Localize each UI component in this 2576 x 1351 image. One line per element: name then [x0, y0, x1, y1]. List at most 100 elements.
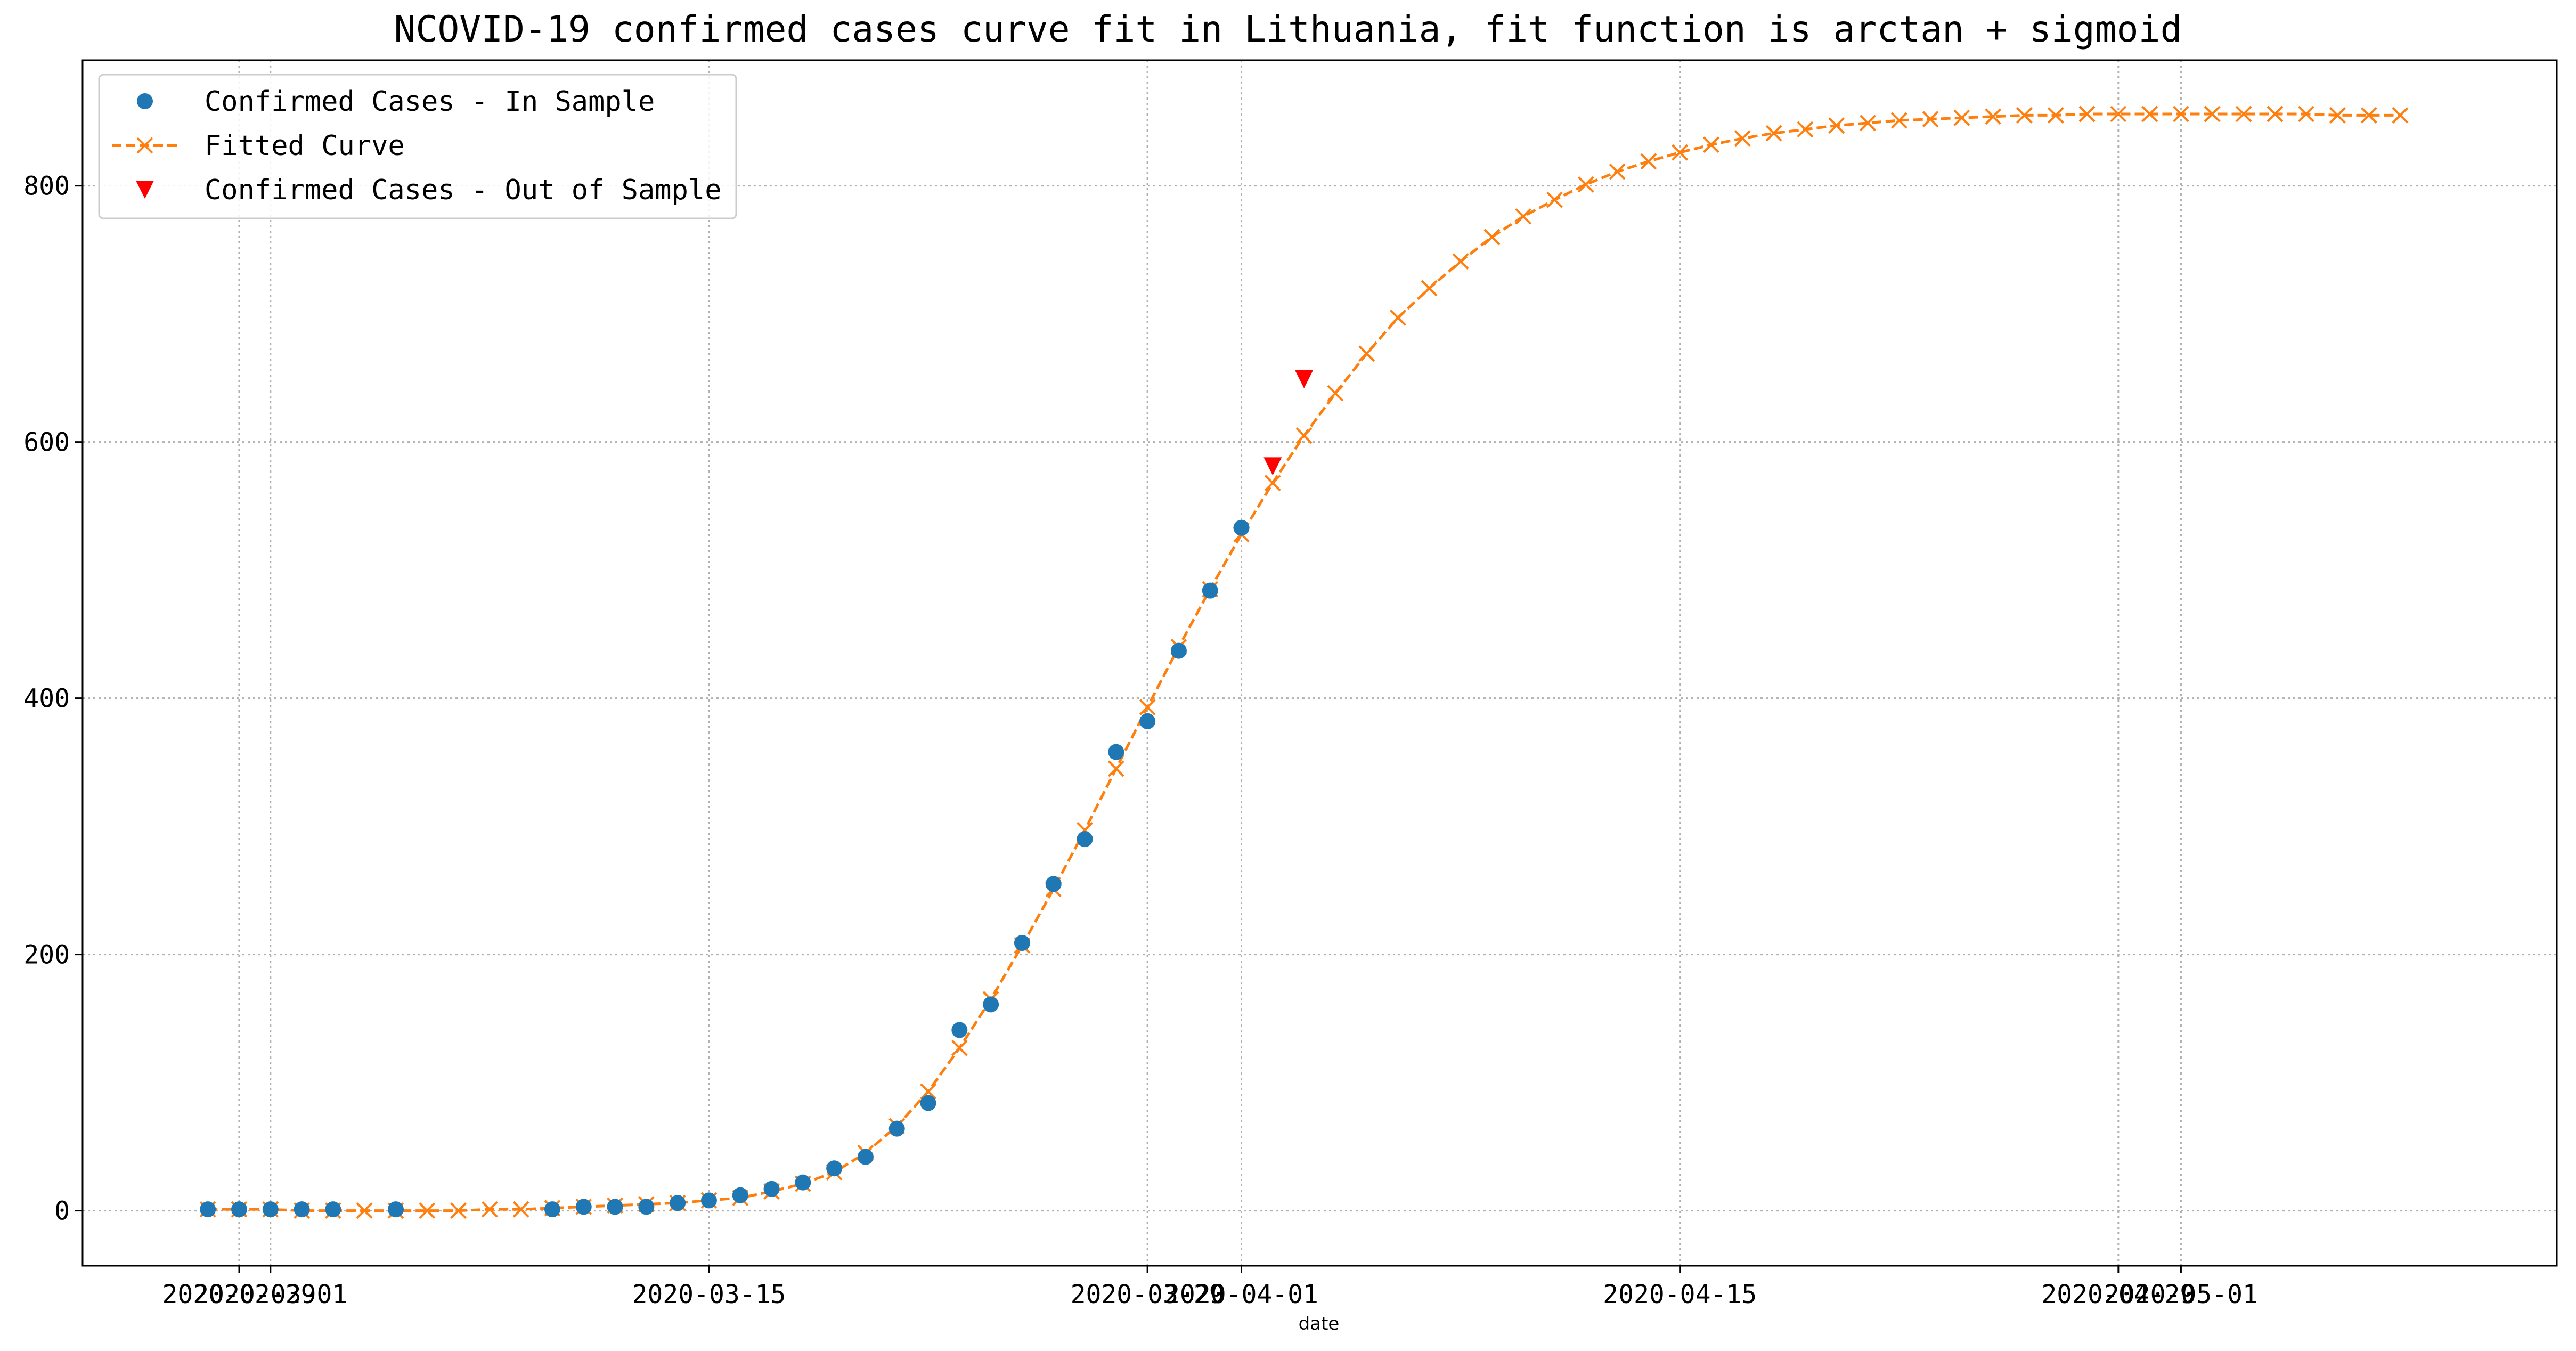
fitted-curve-point [1640, 153, 1657, 170]
in-sample-point [983, 996, 999, 1013]
fitted-curve-point [2173, 105, 2189, 123]
fitted-curve-point [2329, 107, 2346, 124]
in-sample-point [294, 1201, 310, 1218]
legend-fitted-marker [136, 137, 153, 154]
in-sample-point [951, 1022, 968, 1038]
fitted-curve-point [1139, 699, 1156, 715]
fitted-curve-point [1421, 280, 1438, 297]
x-tick-label: 2020-03-29 [1071, 1280, 1225, 1309]
fitted-curve-point [1922, 111, 1939, 128]
in-sample-point [763, 1181, 780, 1197]
fitted-curve-point [2360, 107, 2377, 124]
in-sample-point [325, 1201, 341, 1218]
grid [83, 60, 2557, 1266]
legend-label: Confirmed Cases - In Sample [205, 86, 655, 118]
x-tick-label: 2020-05-01 [2104, 1280, 2258, 1309]
fitted-curve-point [2392, 107, 2409, 124]
in-sample-point [387, 1201, 404, 1218]
in-sample-point [920, 1095, 936, 1111]
fitted-curve-point [1295, 427, 1313, 444]
in-sample-point [544, 1201, 560, 1218]
fitted-curve-point [1546, 191, 1563, 208]
y-tick-label: 200 [23, 940, 70, 970]
x-tick-label: 2020-04-15 [1603, 1280, 1757, 1309]
legend-out-of-sample-marker [136, 181, 154, 199]
legend-label: Confirmed Cases - Out of Sample [205, 174, 722, 206]
fitted-curve-point [1609, 163, 1626, 180]
fitted-curve-point [1672, 144, 1689, 161]
fitted-curve-point [2298, 105, 2315, 123]
fitted-curve-point [2141, 105, 2158, 123]
fitted-curve-point [1577, 176, 1594, 193]
in-sample-point [1202, 582, 1218, 599]
fitted-curve-point [1264, 475, 1281, 492]
in-sample-point [1233, 519, 1250, 536]
fitted-curve-point [2110, 105, 2127, 123]
fitted-curve-point [2235, 105, 2252, 123]
in-sample-point [1077, 831, 1093, 848]
in-sample-point [1045, 876, 1062, 892]
fitted-curve-point [1107, 760, 1124, 777]
chart-title: NCOVID-19 confirmed cases curve fit in L… [394, 9, 2182, 51]
y-tick-label: 600 [23, 428, 70, 458]
in-sample-point [231, 1201, 247, 1218]
out-of-sample-point [1263, 457, 1282, 476]
fitted-curve-point [356, 1202, 373, 1219]
in-sample-point [262, 1201, 279, 1218]
fitted-curve-point [1953, 109, 1970, 126]
y-tick-label: 400 [23, 684, 70, 714]
x-axis-label: date [1299, 1313, 1340, 1334]
fitted-curve-point [1797, 121, 1814, 138]
y-tick-label: 800 [23, 172, 70, 201]
fitted-curve-point [2204, 105, 2221, 123]
in-sample-point [857, 1149, 874, 1165]
in-sample-point [575, 1199, 592, 1215]
in-sample-point [700, 1192, 717, 1209]
y-tick-label: 0 [54, 1197, 70, 1226]
fitted-curve-point [481, 1201, 498, 1218]
fitted-curve-point [2047, 107, 2064, 124]
in-sample-point [732, 1187, 748, 1203]
legend-box [98, 74, 737, 219]
legend: Confirmed Cases - In Sample Fitted Curve C… [98, 74, 737, 219]
fitted-curve-point [920, 1083, 936, 1100]
in-sample-point [795, 1174, 811, 1191]
plot-area [199, 105, 2409, 1219]
fitted-curve-point [2016, 107, 2033, 124]
fitted-curve-point [1703, 136, 1719, 153]
fitted-curve-point [1860, 115, 1876, 132]
fitted-curve-point [1828, 117, 1845, 134]
fitted-curve-point [1327, 385, 1344, 402]
in-sample-point [1014, 934, 1030, 951]
x-tick-label: 2020-04-01 [1164, 1280, 1318, 1309]
fitted-curve-point [450, 1202, 467, 1219]
fitted-curve-point [1390, 309, 1406, 326]
fitted-curve-point [1515, 208, 1532, 225]
fitted-curve-point [2078, 105, 2096, 123]
fitted-curve-point [951, 1039, 968, 1056]
x-tick-label: 2020-02-29 [162, 1280, 316, 1309]
fitted-curve-point [1483, 229, 1501, 246]
out-of-sample-point [1295, 370, 1314, 388]
fitted-curve-point [1452, 253, 1469, 270]
in-sample-point [888, 1120, 905, 1137]
fitted-curve-point [1985, 108, 2002, 125]
legend-label: Fitted Curve [205, 130, 405, 162]
fitted-curve-point [419, 1202, 436, 1219]
fitted-curve-point [512, 1201, 529, 1218]
fitted-curve-point [1734, 130, 1751, 147]
in-sample-point [638, 1199, 655, 1215]
in-sample-point [200, 1201, 216, 1218]
in-sample-point [826, 1160, 843, 1177]
x-tick-label: 2020-03-15 [632, 1280, 786, 1309]
fitted-curve-point [1890, 112, 1907, 129]
in-sample-point [607, 1199, 623, 1215]
axes-frame [81, 59, 2558, 1267]
x-tick-label: 2020-04-29 [2041, 1280, 2195, 1309]
legend-in-sample-marker [137, 93, 153, 109]
x-tick-label: 2020-03-01 [193, 1280, 347, 1309]
